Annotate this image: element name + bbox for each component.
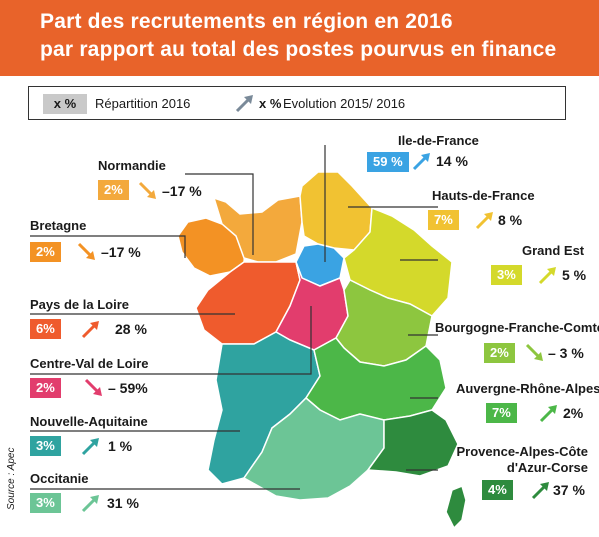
region-corse [445,484,467,530]
title-banner: Part des recrutements en région en 2016 … [0,0,599,76]
label-grand-est: Grand Est [522,243,585,258]
trend-down-icon [138,181,156,199]
label-bourgogne-franche-comte: Bourgogne-Franche-Comté [435,320,599,335]
trend-up-icon [81,321,99,339]
region-paca [366,409,459,477]
badge-pays-de-la-loire: 6% [30,319,61,339]
legend-evolution-label: Evolution 2015/ 2016 [283,96,406,111]
label-ile-de-france: Ile-de-France [398,133,479,148]
trend-up-icon [475,212,493,230]
badge-paca: 4% [482,480,513,500]
trend-down-icon [84,378,102,396]
label-auvergne-rhone-alpes: Auvergne-Rhône-Alpes [456,381,599,396]
badge-nouvelle-aquitaine: 3% [30,436,61,456]
trend-up-icon [81,438,99,456]
label-nouvelle-aquitaine: Nouvelle-Aquitaine [30,414,148,429]
title-line-2: par rapport au total des postes pourvus … [40,38,557,61]
trend-up-icon [412,153,430,171]
legend-evolution-symbol: x % [259,96,282,111]
label-normandie: Normandie [98,158,166,173]
evo-pays-de-la-loire: 28 % [115,321,147,337]
evo-bourgogne-franche-comte: – 3 % [548,345,584,361]
evo-paca: 37 % [553,482,585,498]
evo-ile-de-france: 14 % [436,153,468,169]
badge-normandie: 2% [98,180,129,200]
badge-centre-val-de-loire: 2% [30,378,61,398]
region-hauts-de-france [299,171,373,251]
legend-share-box: x % [43,94,87,114]
evo-centre-val-de-loire: – 59% [108,380,148,396]
label-pays-de-la-loire: Pays de la Loire [30,297,129,312]
trend-down-icon [525,343,543,361]
trend-up-icon [81,495,99,513]
legend-repartition-label: Répartition 2016 [95,96,191,111]
badge-bretagne: 2% [30,242,61,262]
badge-ile-de-france: 59 % [367,152,409,172]
evo-occitanie: 31 % [107,495,139,511]
badge-grand-est: 3% [491,265,522,285]
trend-down-icon [77,242,95,260]
title-line-1: Part des recrutements en région en 2016 [40,10,453,33]
label-paca: Provence-Alpes-Côte d'Azur-Corse [456,444,588,475]
source-note: Source : Apec [6,447,17,510]
region-normandie [212,195,303,263]
evo-grand-est: 5 % [562,267,587,283]
label-bretagne: Bretagne [30,218,87,233]
badge-occitanie: 3% [30,493,61,513]
label-hauts-de-france: Hauts-de-France [432,188,535,203]
badge-hauts-de-france: 7% [428,210,459,230]
legend: x % Répartition 2016 x % Evolution 2015/… [28,86,566,120]
badge-bourgogne-franche-comte: 2% [484,343,515,363]
label-centre-val-de-loire: Centre-Val de Loire [30,356,149,371]
evo-nouvelle-aquitaine: 1 % [108,438,133,454]
evo-normandie: –17 % [162,183,202,199]
evo-auvergne-rhone-alpes: 2% [563,405,584,421]
label-occitanie: Occitanie [30,471,89,486]
evo-hauts-de-france: 8 % [498,212,523,228]
badge-auvergne-rhone-alpes: 7% [486,403,517,423]
evo-bretagne: –17 % [101,244,141,260]
trend-up-icon [538,267,556,285]
trend-up-icon [531,482,549,500]
legend-arrow-icon [235,95,253,113]
trend-up-icon [539,405,557,423]
